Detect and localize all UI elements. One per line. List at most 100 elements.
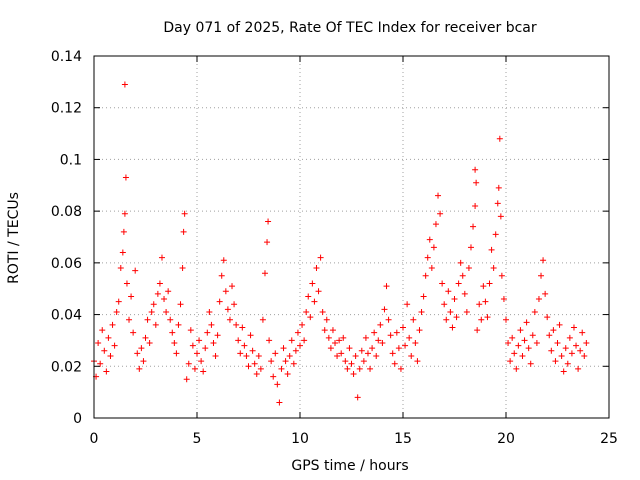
data-point xyxy=(473,179,480,186)
data-point xyxy=(519,352,526,359)
data-point xyxy=(146,340,153,347)
data-point xyxy=(393,329,400,336)
data-point xyxy=(360,358,367,365)
data-point xyxy=(255,352,262,359)
data-point xyxy=(119,249,126,256)
data-point xyxy=(294,329,301,336)
data-point xyxy=(319,308,326,315)
data-point xyxy=(266,337,273,344)
data-point xyxy=(497,213,504,220)
data-point xyxy=(235,337,242,344)
data-point xyxy=(163,308,170,315)
data-point xyxy=(538,272,545,279)
data-point xyxy=(117,265,124,272)
plot-frame xyxy=(93,55,610,419)
data-point xyxy=(189,342,196,349)
data-point xyxy=(575,365,582,372)
data-point xyxy=(261,270,268,277)
data-point xyxy=(495,184,502,191)
x-tick-label: 20 xyxy=(497,431,515,447)
data-point xyxy=(243,352,250,359)
data-point xyxy=(340,334,347,341)
data-point xyxy=(395,345,402,352)
data-point xyxy=(552,358,559,365)
data-point xyxy=(253,371,260,378)
data-point xyxy=(97,360,104,367)
data-point xyxy=(249,347,256,354)
data-point xyxy=(303,308,310,315)
data-point xyxy=(527,360,534,367)
data-point xyxy=(542,290,549,297)
data-point xyxy=(332,340,339,347)
data-point xyxy=(103,368,110,375)
data-point xyxy=(290,360,297,367)
data-point xyxy=(416,327,423,334)
data-point xyxy=(247,332,254,339)
data-point xyxy=(577,347,584,354)
data-point xyxy=(513,365,520,372)
data-point xyxy=(144,316,151,323)
data-point xyxy=(507,358,514,365)
data-point xyxy=(500,296,507,303)
data-point xyxy=(414,358,421,365)
data-point xyxy=(101,347,108,354)
data-point xyxy=(548,347,555,354)
data-point xyxy=(138,345,145,352)
data-point xyxy=(420,293,427,300)
data-point xyxy=(533,340,540,347)
data-point xyxy=(422,272,429,279)
data-point xyxy=(383,283,390,290)
data-point xyxy=(183,376,190,383)
data-point xyxy=(465,265,472,272)
data-point xyxy=(350,371,357,378)
y-tick-label: 0.14 xyxy=(51,49,82,65)
data-point xyxy=(406,334,413,341)
data-point xyxy=(562,345,569,352)
data-point xyxy=(264,239,271,246)
data-point xyxy=(492,231,499,238)
data-point xyxy=(305,293,312,300)
y-tick-label: 0.02 xyxy=(51,359,82,375)
data-point xyxy=(568,350,575,357)
data-point xyxy=(123,280,130,287)
data-point xyxy=(270,373,277,380)
data-point xyxy=(424,254,431,261)
data-point xyxy=(233,321,240,328)
data-point xyxy=(381,306,388,313)
data-point xyxy=(128,293,135,300)
data-point xyxy=(373,352,380,359)
data-point xyxy=(432,221,439,228)
data-point xyxy=(441,301,448,308)
chart-title: Day 071 of 2025, Rate Of TEC Index for r… xyxy=(163,20,537,36)
data-point xyxy=(490,265,497,272)
data-point xyxy=(472,202,479,209)
data-point xyxy=(208,321,215,328)
data-point xyxy=(364,350,371,357)
data-point xyxy=(430,244,437,251)
data-point xyxy=(494,200,501,207)
data-point xyxy=(474,327,481,334)
data-point xyxy=(369,345,376,352)
data-point xyxy=(550,327,557,334)
data-point xyxy=(535,296,542,303)
data-point xyxy=(229,283,236,290)
data-point xyxy=(531,308,538,315)
x-tick-label: 10 xyxy=(291,431,309,447)
data-point xyxy=(105,334,112,341)
y-tick-label: 0.1 xyxy=(60,152,82,168)
data-point xyxy=(200,368,207,375)
x-tick-label: 25 xyxy=(600,431,618,447)
data-point xyxy=(437,210,444,217)
data-point xyxy=(498,272,505,279)
data-point xyxy=(352,352,359,359)
data-point xyxy=(387,332,394,339)
data-point xyxy=(336,337,343,344)
data-point xyxy=(286,352,293,359)
data-point xyxy=(154,290,161,297)
data-point xyxy=(181,210,188,217)
data-point xyxy=(142,334,149,341)
data-point xyxy=(486,280,493,287)
data-point xyxy=(426,236,433,243)
data-point xyxy=(120,228,127,235)
grid-lines xyxy=(94,56,609,418)
